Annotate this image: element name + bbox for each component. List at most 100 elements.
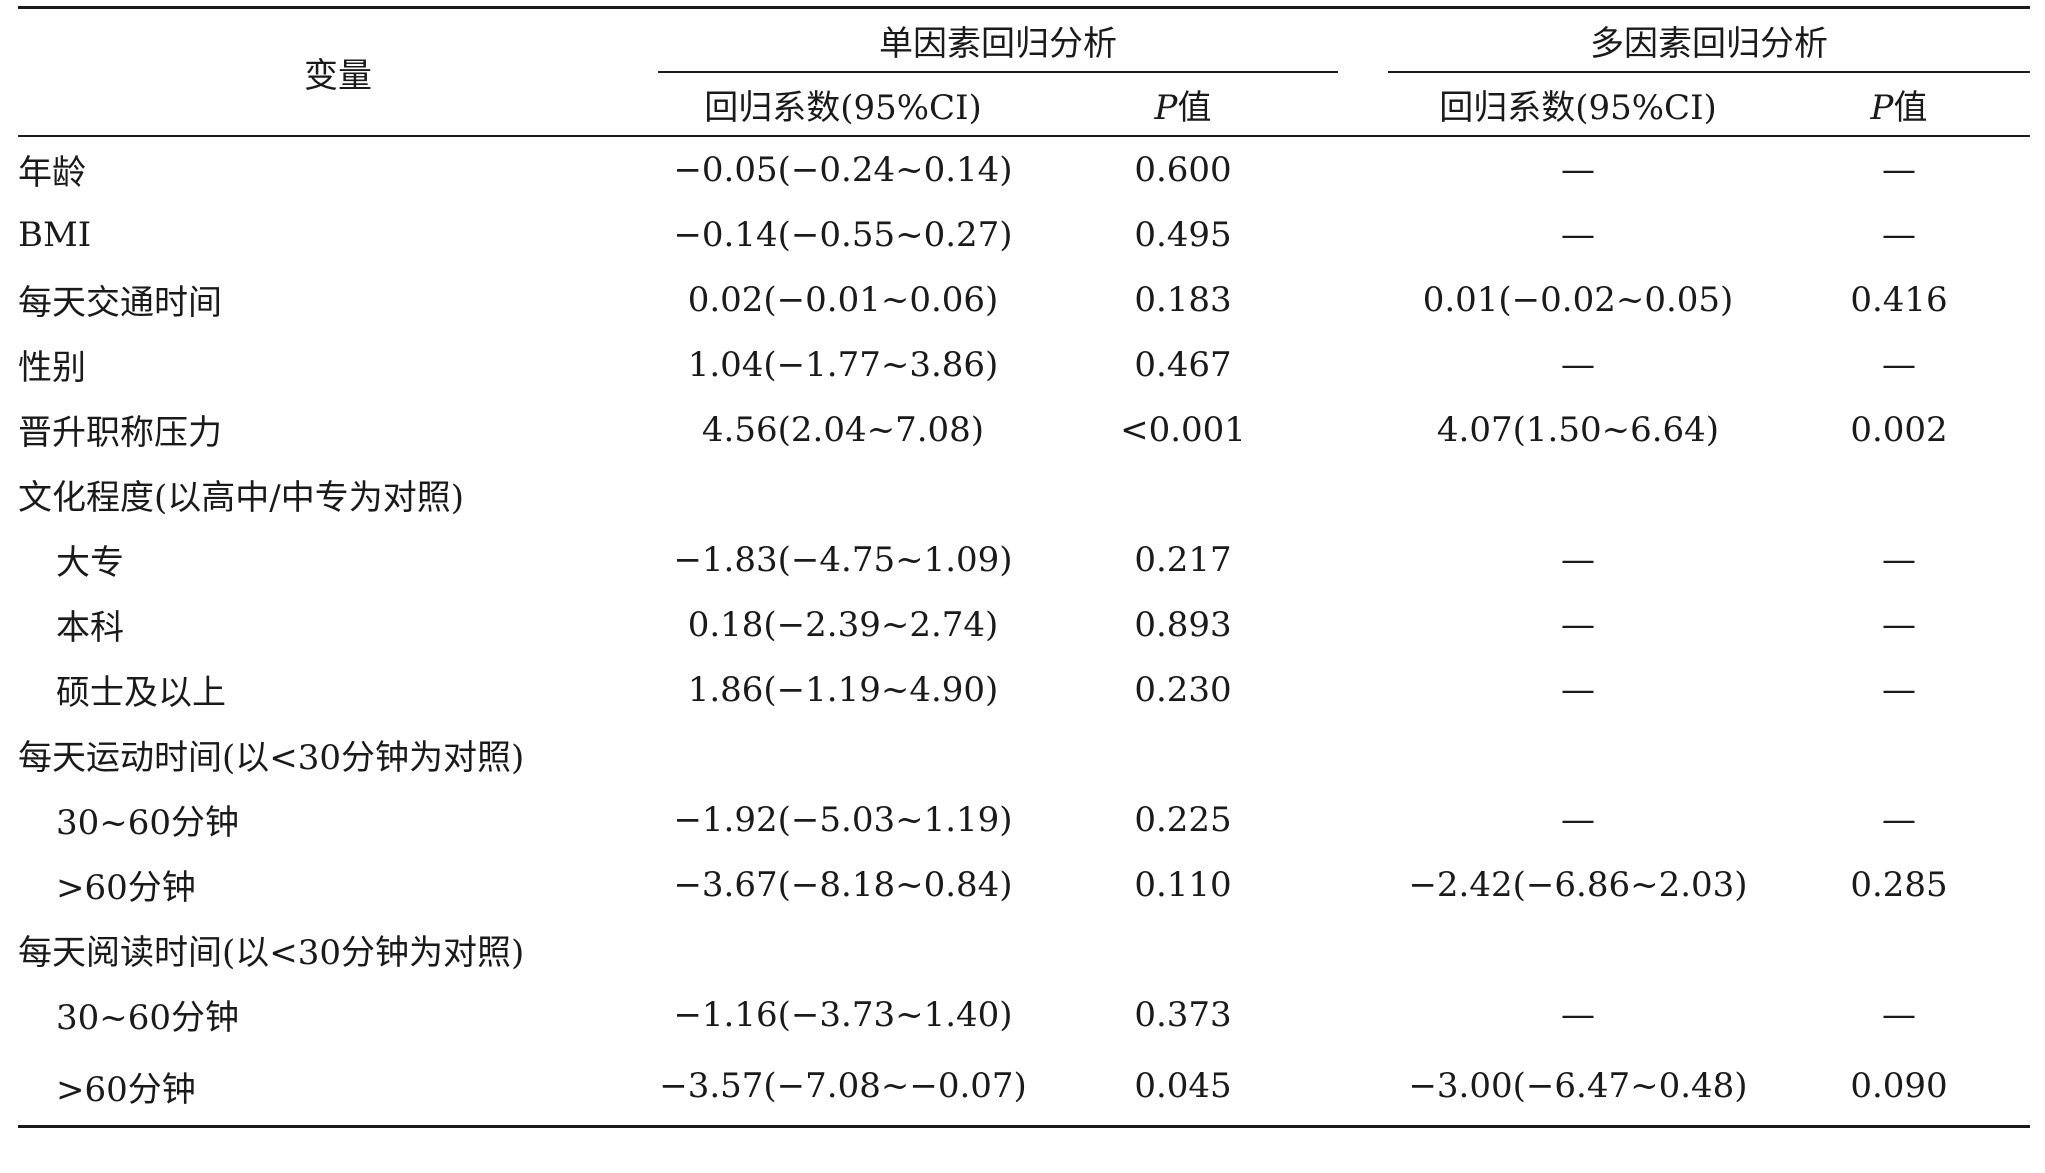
header-variable: 变量 xyxy=(18,6,658,137)
row-multivariate-coef xyxy=(1388,722,1768,787)
row-univariate-coef: −3.67(−8.18~0.84) xyxy=(673,864,1013,905)
row-univariate-coef: 1.04(−1.77~3.86) xyxy=(687,344,999,385)
row-univariate-coef: −3.57(−7.08~−0.07) xyxy=(658,1047,1028,1128)
row-variable-label: 晋升职称压力 xyxy=(18,413,222,453)
table-row: 晋升职称压力 4.56(2.04~7.08) <0.001 4.07(1.50~6.6… xyxy=(18,397,2030,462)
row-gap xyxy=(1338,982,1388,1047)
row-univariate-coef: −1.83(−4.75~1.09) xyxy=(673,539,1013,580)
row-gap xyxy=(1338,1047,1388,1128)
row-variable-label: >60分钟 xyxy=(18,1047,658,1128)
row-multivariate-coef: — xyxy=(1561,214,1595,255)
row-univariate-p: 0.893 xyxy=(1134,604,1232,645)
row-gap xyxy=(1338,527,1388,592)
row-univariate-p: 0.225 xyxy=(1134,799,1232,840)
row-gap xyxy=(1338,332,1388,397)
row-univariate-coef: 0.02(−0.01~0.06) xyxy=(687,279,999,320)
header-multivariate-p: P值 xyxy=(1768,72,2030,137)
row-multivariate-p xyxy=(1768,917,2030,982)
table-row: >60分钟 −3.57(−7.08~−0.07) 0.045 −3.00(−6.47~… xyxy=(18,1047,2030,1128)
row-univariate-p: 0.230 xyxy=(1134,669,1232,710)
row-gap xyxy=(1338,787,1388,852)
row-multivariate-p: 0.090 xyxy=(1768,1047,2030,1128)
regression-table-container: 变量 单因素回归分析 多因素回归分析 回归系数(95%CI) P值 回归系数(9… xyxy=(18,6,2030,1128)
row-univariate-coef xyxy=(658,462,1028,527)
row-gap xyxy=(1338,202,1388,267)
table-row: 30~60分钟 −1.16(−3.73~1.40) 0.373 — — xyxy=(18,982,2030,1047)
row-gap xyxy=(1338,852,1388,917)
row-univariate-p: 0.495 xyxy=(1134,214,1232,255)
header-univariate-p: P值 xyxy=(1028,72,1338,137)
row-univariate-p: 0.467 xyxy=(1134,344,1232,385)
row-multivariate-p: — xyxy=(1882,214,1916,255)
table-row: 硕士及以上 1.86(−1.19~4.90) 0.230 — — xyxy=(18,657,2030,722)
row-variable-label: >60分钟 xyxy=(56,868,196,908)
row-multivariate-p: — xyxy=(1882,669,1916,710)
row-univariate-coef: −1.92(−5.03~1.19) xyxy=(673,799,1013,840)
row-univariate-coef: −0.14(−0.55~0.27) xyxy=(673,214,1013,255)
row-variable-label: 每天运动时间(以<30分钟为对照) xyxy=(18,738,525,778)
row-univariate-coef xyxy=(658,917,1028,982)
row-multivariate-coef: −2.42(−6.86~2.03) xyxy=(1408,864,1748,905)
p-letter: P xyxy=(1870,87,1894,128)
row-univariate-p: 0.373 xyxy=(1134,994,1232,1035)
row-univariate-p: 0.217 xyxy=(1134,539,1232,580)
row-multivariate-p: — xyxy=(1882,149,1916,190)
row-univariate-p: <0.001 xyxy=(1120,409,1246,450)
p-suffix: 值 xyxy=(1893,87,1928,128)
row-univariate-coef: 4.56(2.04~7.08) xyxy=(701,409,985,450)
table-row: 每天运动时间(以<30分钟为对照) xyxy=(18,722,2030,787)
row-variable-label: BMI xyxy=(18,214,92,255)
header-multivariate: 多因素回归分析 xyxy=(1388,6,2030,73)
row-univariate-coef: 0.18(−2.39~2.74) xyxy=(687,604,999,645)
row-multivariate-coef xyxy=(1388,462,1768,527)
row-univariate-p: 0.110 xyxy=(1134,864,1232,905)
row-gap xyxy=(1338,136,1388,202)
row-univariate-coef: −1.16(−3.73~1.40) xyxy=(673,994,1013,1035)
table-row: 大专 −1.83(−4.75~1.09) 0.217 — — xyxy=(18,527,2030,592)
row-multivariate-coef: — xyxy=(1561,604,1595,645)
row-variable-label: 性别 xyxy=(18,348,86,388)
p-letter: P xyxy=(1154,87,1178,128)
row-multivariate-p: — xyxy=(1882,344,1916,385)
row-multivariate-p xyxy=(1768,462,2030,527)
header-univariate-coef: 回归系数(95%CI) xyxy=(658,72,1028,137)
row-univariate-coef: 1.86(−1.19~4.90) xyxy=(687,669,999,710)
header-gap xyxy=(1338,6,1388,72)
row-multivariate-p: — xyxy=(1882,604,1916,645)
table-row: 每天阅读时间(以<30分钟为对照) xyxy=(18,917,2030,982)
row-univariate-p xyxy=(1028,917,1338,982)
row-variable-label: 大专 xyxy=(56,543,124,583)
row-multivariate-coef: — xyxy=(1561,344,1595,385)
table-header: 变量 单因素回归分析 多因素回归分析 回归系数(95%CI) P值 回归系数(9… xyxy=(18,6,2030,137)
row-univariate-p: 0.183 xyxy=(1134,279,1232,320)
row-gap xyxy=(1338,267,1388,332)
row-univariate-p xyxy=(1028,722,1338,787)
row-gap xyxy=(1338,592,1388,657)
row-multivariate-coef: — xyxy=(1561,539,1595,580)
regression-table: 变量 单因素回归分析 多因素回归分析 回归系数(95%CI) P值 回归系数(9… xyxy=(18,6,2030,1128)
row-variable-label: 每天交通时间 xyxy=(18,283,222,323)
table-body: 年龄 −0.05(−0.24~0.14) 0.600 — — BMI −0.14(−0.55… xyxy=(18,136,2030,1128)
table-row: 年龄 −0.05(−0.24~0.14) 0.600 — — xyxy=(18,136,2030,202)
row-multivariate-p: — xyxy=(1882,994,1916,1035)
p-suffix: 值 xyxy=(1177,87,1212,128)
row-multivariate-coef xyxy=(1388,917,1768,982)
row-multivariate-coef: — xyxy=(1561,149,1595,190)
row-gap xyxy=(1338,397,1388,462)
row-gap xyxy=(1338,917,1388,982)
row-variable-label: 文化程度(以高中/中专为对照) xyxy=(18,478,464,518)
row-multivariate-p xyxy=(1768,722,2030,787)
table-row: 性别 1.04(−1.77~3.86) 0.467 — — xyxy=(18,332,2030,397)
row-multivariate-p: 0.285 xyxy=(1850,864,1948,905)
header-gap-2 xyxy=(1338,72,1388,137)
row-multivariate-coef: 4.07(1.50~6.64) xyxy=(1436,409,1720,450)
row-univariate-p xyxy=(1028,462,1338,527)
row-multivariate-coef: −3.00(−6.47~0.48) xyxy=(1388,1047,1768,1128)
table-row: BMI −0.14(−0.55~0.27) 0.495 — — xyxy=(18,202,2030,267)
header-multivariate-coef: 回归系数(95%CI) xyxy=(1388,72,1768,137)
row-variable-label: 硕士及以上 xyxy=(56,673,226,713)
row-univariate-p: 0.045 xyxy=(1028,1047,1338,1128)
row-gap xyxy=(1338,657,1388,722)
row-multivariate-coef: — xyxy=(1561,669,1595,710)
row-multivariate-p: — xyxy=(1882,539,1916,580)
